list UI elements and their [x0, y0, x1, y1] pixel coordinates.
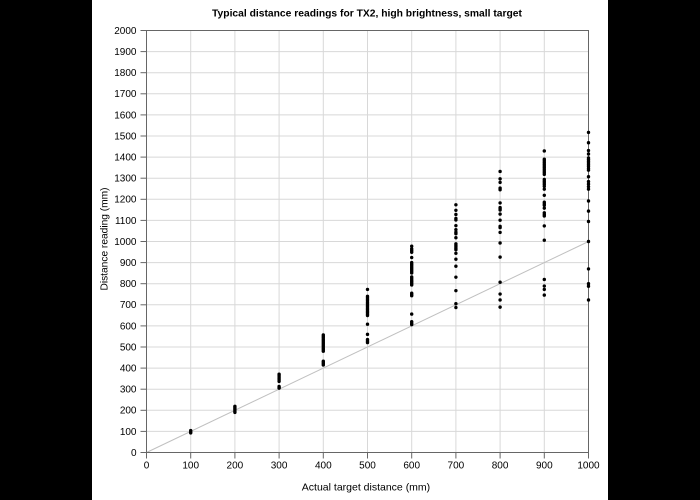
svg-text:700: 700 — [448, 461, 465, 472]
svg-text:1000: 1000 — [114, 237, 137, 248]
svg-text:Typical distance readings for: Typical distance readings for TX2, high … — [212, 8, 523, 19]
svg-text:800: 800 — [492, 461, 509, 472]
svg-text:200: 200 — [227, 461, 244, 472]
svg-text:Distance reading (mm): Distance reading (mm) — [100, 187, 111, 290]
svg-text:1000: 1000 — [577, 461, 600, 472]
svg-text:1900: 1900 — [114, 47, 137, 58]
svg-text:800: 800 — [120, 279, 137, 290]
svg-text:1200: 1200 — [114, 195, 137, 206]
svg-text:0: 0 — [131, 448, 137, 459]
svg-text:200: 200 — [120, 406, 137, 417]
svg-text:500: 500 — [120, 342, 137, 353]
svg-text:Actual target distance (mm): Actual target distance (mm) — [302, 482, 430, 494]
svg-text:1600: 1600 — [114, 110, 137, 121]
svg-text:300: 300 — [271, 461, 288, 472]
svg-text:1400: 1400 — [114, 153, 137, 164]
svg-text:100: 100 — [120, 427, 137, 438]
svg-text:900: 900 — [536, 461, 553, 472]
svg-text:2000: 2000 — [114, 26, 137, 37]
svg-text:400: 400 — [120, 364, 137, 375]
svg-text:1700: 1700 — [114, 89, 137, 100]
svg-text:900: 900 — [120, 258, 137, 269]
svg-text:1500: 1500 — [114, 131, 137, 142]
svg-text:1100: 1100 — [115, 216, 137, 227]
svg-text:600: 600 — [120, 321, 137, 332]
svg-text:600: 600 — [403, 461, 420, 472]
svg-text:1300: 1300 — [114, 174, 137, 185]
svg-text:700: 700 — [120, 300, 137, 311]
svg-text:400: 400 — [315, 461, 332, 472]
svg-text:500: 500 — [359, 461, 376, 472]
svg-text:100: 100 — [182, 461, 199, 472]
svg-text:1800: 1800 — [114, 68, 137, 79]
svg-text:0: 0 — [144, 461, 150, 472]
svg-text:300: 300 — [120, 385, 137, 396]
